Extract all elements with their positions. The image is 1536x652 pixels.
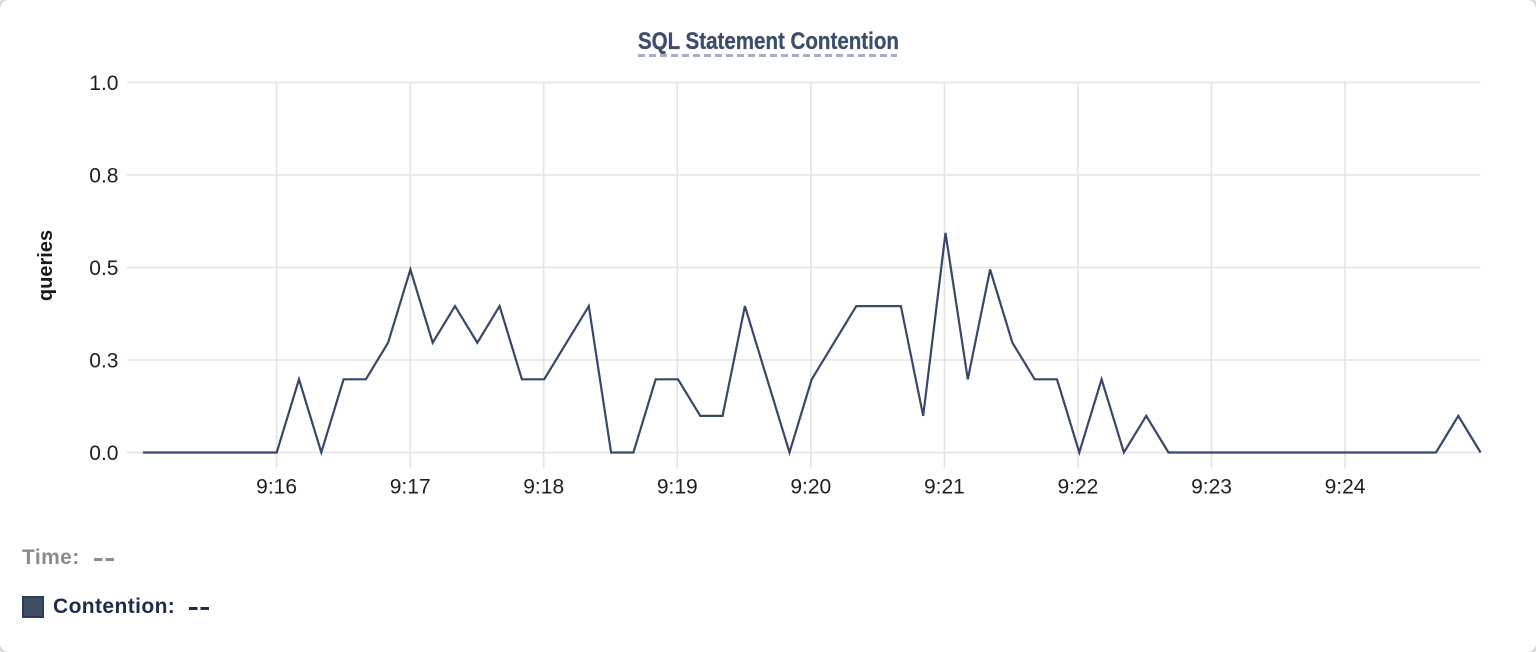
- svg-text:9:22: 9:22: [1057, 476, 1098, 499]
- svg-text:9:19: 9:19: [657, 476, 698, 499]
- svg-text:0.0: 0.0: [89, 442, 118, 465]
- svg-text:9:23: 9:23: [1191, 476, 1232, 499]
- svg-text:9:24: 9:24: [1325, 476, 1366, 499]
- svg-text:0.3: 0.3: [89, 350, 118, 373]
- svg-text:queries: queries: [35, 230, 57, 301]
- svg-text:9:18: 9:18: [523, 476, 564, 499]
- svg-text:9:20: 9:20: [790, 476, 831, 499]
- svg-text:1.0: 1.0: [89, 72, 118, 95]
- svg-text:0.5: 0.5: [89, 257, 118, 280]
- svg-text:9:16: 9:16: [256, 476, 297, 499]
- svg-text:0.8: 0.8: [89, 165, 118, 188]
- svg-text:9:21: 9:21: [924, 476, 965, 499]
- svg-text:9:17: 9:17: [390, 476, 431, 499]
